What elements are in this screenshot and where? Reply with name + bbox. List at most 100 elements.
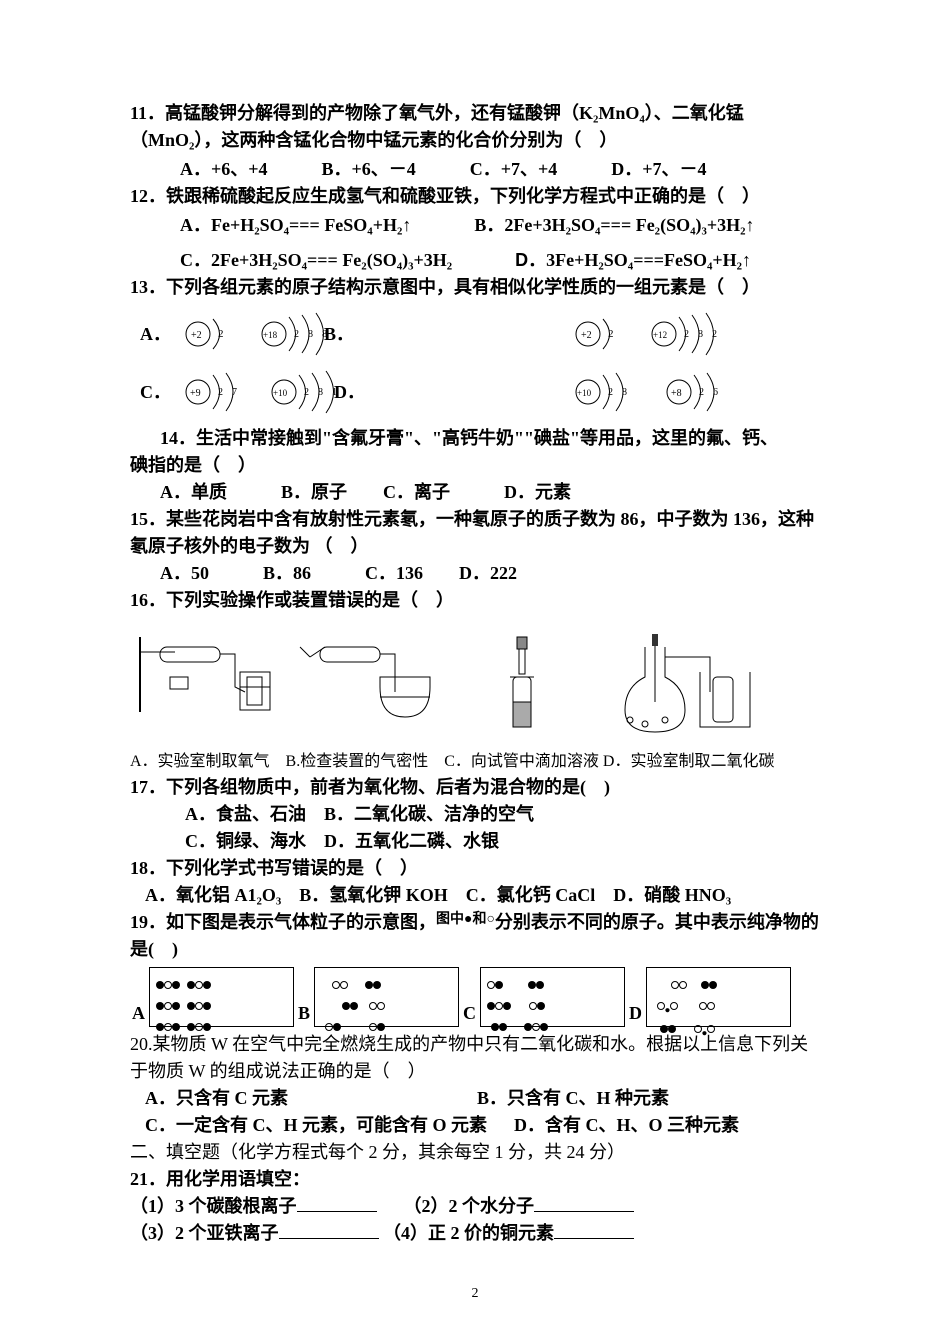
q18-stem: 18．下列化学式书写错误的是（ ） (130, 855, 825, 882)
exp-img-c (450, 622, 610, 742)
q21-2b: （4）正 2 价的铜元素 (383, 1223, 554, 1243)
q13-stem: 13．下列各组元素的原子结构示意图中，具有相似化学性质的一组元素是（ ） (130, 274, 825, 301)
lab-dropper-icon (455, 632, 605, 742)
q11-options: A．+6、+4 B．+6、－4 C．+7、+4 D．+7、－4 (130, 156, 825, 183)
svg-text:2: 2 (294, 329, 299, 340)
q17-ab: A．食盐、石油 B．二氧化碳、洁净的空气 (130, 801, 825, 828)
q16-stem: 16．下列实验操作或装置错误的是（ ） (130, 587, 825, 614)
exp-img-d (610, 622, 770, 742)
svg-text:2: 2 (699, 387, 704, 398)
q21-1a: （1）3 个碳酸根离子 (130, 1196, 297, 1216)
atom-2-icon: +2 2 (568, 309, 628, 359)
q19-ld: D (629, 1000, 642, 1027)
svg-text:2: 2 (218, 328, 224, 340)
q16-caps: A．实验室制取氧气 B.检查装置的气密性 C．向试管中滴加溶液 D．实验室制取二… (130, 750, 825, 774)
q13-label-b: B． (324, 321, 354, 348)
q13-row-ab: A． +22 +18288 B． +22 +12282 (130, 309, 825, 359)
q13-label-d: D． (334, 379, 365, 406)
lab-co2-icon (615, 632, 765, 742)
q14-stem2: 碘指的是（ ） (130, 452, 825, 479)
svg-text:7: 7 (232, 387, 237, 398)
fill-blank[interactable] (297, 1194, 377, 1212)
q12-b: B．2Fe+3H₂SO₄=== Fe₂(SO₄)₃+3H₂↑ (474, 215, 754, 235)
q19-stem1: 19．如下图是表示气体粒子的示意图， (130, 912, 436, 932)
q15-opts: A．50 B．86 C．136 D．222 (130, 560, 825, 587)
q19-lc: C (463, 1000, 476, 1027)
q21-stem: 21．用化学用语填空： (130, 1166, 825, 1193)
atom-2-2-icon: +2 2 (178, 309, 238, 359)
svg-text:2: 2 (712, 329, 717, 340)
q20-d: D．含有 C、H、O 三种元素 (514, 1115, 739, 1135)
q19-stem2: 图中●和○ (436, 912, 495, 927)
exp-img-b (290, 622, 450, 742)
svg-text:2: 2 (608, 387, 613, 398)
q20-row2: C．一定含有 C、H 元素，可能含有 O 元素 D．含有 C、H、O 三种元素 (130, 1112, 825, 1139)
q12-d-label: D． (515, 250, 546, 270)
q16-images (130, 622, 825, 742)
svg-text:8: 8 (308, 329, 313, 340)
svg-text:6: 6 (713, 387, 718, 398)
q11-stem: 11．高锰酸钾分解得到的产物除了氧气外，还有锰酸钾（K₂MnO₄）、二氧化锰（M… (130, 103, 744, 150)
q12-stem: 12．铁跟稀硫酸起反应生成氢气和硫酸亚铁，下列化学方程式中正确的是（ ） (130, 183, 825, 210)
atom-12-icon: +12 282 (644, 309, 734, 359)
q12-d: 3Fe+H₂SO₄===FeSO₄+H₂↑ (546, 250, 751, 270)
svg-text:+2: +2 (191, 330, 202, 341)
q20-b: B．只含有 C、H 种元素 (477, 1088, 669, 1108)
svg-text:+8: +8 (671, 388, 682, 399)
lab-oxygen-icon (135, 632, 285, 742)
svg-text:8: 8 (622, 387, 627, 398)
q12-row2: C．2Fe+3H₂SO₄=== Fe₂(SO₄)₃+3H₂ D．3Fe+H₂SO… (130, 247, 825, 274)
page-number: 2 (472, 1283, 479, 1304)
q13-label-c: C． (140, 379, 170, 406)
q20-c: C．一定含有 C、H 元素，可能含有 O 元素 (145, 1115, 487, 1135)
fill-blank[interactable] (534, 1194, 634, 1212)
q19-boxes: A B C D ● ● (130, 967, 825, 1027)
gas-box-c (480, 967, 625, 1027)
q20-stem: 20.某物质 W 在空气中完全燃烧生成的产物中只有二氧化碳和水。根据以上信息下列… (130, 1031, 825, 1085)
fill-blank[interactable] (279, 1221, 379, 1239)
q13-label-a: A． (140, 321, 170, 348)
q12-a: A．Fe+H₂SO₄=== FeSO₄+H₂↑ (180, 215, 411, 235)
atom-8-icon: +8 26 (659, 367, 734, 417)
q11: 11．高锰酸钾分解得到的产物除了氧气外，还有锰酸钾（K₂MnO₄）、二氧化锰（M… (130, 100, 825, 154)
q18-opts: A．氧化铝 A1₂O₃ B．氢氧化钾 KOH C．氯化钙 CaCl D．硝酸 H… (130, 882, 825, 909)
q19-lb: B (298, 1000, 310, 1027)
svg-text:2: 2 (608, 328, 614, 340)
q17-cd: C．铜绿、海水 D．五氧化二磷、水银 (130, 828, 825, 855)
svg-text:8: 8 (318, 387, 323, 398)
svg-text:+18: +18 (263, 330, 278, 340)
q14-stem1: 14．生活中常接触到"含氟牙膏"、"高钙牛奶""碘盐"等用品，这里的氟、钙、 (130, 425, 825, 452)
gas-box-b (314, 967, 459, 1027)
q20-row1: A．只含有 C 元素 B．只含有 C、H 种元素 (130, 1085, 825, 1112)
svg-text:+9: +9 (190, 388, 201, 399)
gas-box-a (149, 967, 294, 1027)
q21-row1: （1）3 个碳酸根离子 （2）2 个水分子 (130, 1193, 825, 1220)
q21-row2: （3）2 个亚铁离子 （4）正 2 价的铜元素 (130, 1220, 825, 1247)
q13-row-cd: C． +927 +10281 D． +1028 +826 (130, 367, 825, 417)
svg-text:8: 8 (698, 329, 703, 340)
svg-text:2: 2 (218, 387, 223, 398)
q21-1b: （2）2 个水分子 (404, 1196, 535, 1216)
q14-opts: A．单质 B．原子 C．离子 D．元素 (130, 479, 825, 506)
exp-img-a (130, 622, 290, 742)
svg-text:+10: +10 (577, 388, 592, 398)
svg-text:+12: +12 (653, 330, 667, 340)
atom-10b-icon: +10 28 (568, 367, 643, 417)
q17-stem: 17．下列各组物质中，前者为氧化物、后者为混合物的是( ) (130, 774, 825, 801)
svg-text:2: 2 (304, 387, 309, 398)
fill-blank[interactable] (554, 1221, 634, 1239)
q21-2a: （3）2 个亚铁离子 (130, 1223, 279, 1243)
q19-la: A (132, 1000, 145, 1027)
gas-box-d: ● ● (646, 967, 791, 1027)
atom-9-icon: +9 27 (178, 367, 248, 417)
q12-row1: A．Fe+H₂SO₄=== FeSO₄+H₂↑ B．2Fe+3H₂SO₄=== … (130, 212, 825, 239)
q19-stem: 19．如下图是表示气体粒子的示意图，图中●和○分别表示不同的原子。其中表示纯净物… (130, 909, 825, 963)
q20-a: A．只含有 C 元素 (145, 1088, 288, 1108)
q12-c: C．2Fe+3H₂SO₄=== Fe₂(SO₄)₃+3H₂ (180, 250, 452, 270)
svg-text:+2: +2 (581, 330, 592, 341)
svg-text:2: 2 (684, 329, 689, 340)
q15-stem: 15．某些花岗岩中含有放射性元素氡，一种氡原子的质子数为 86，中子数为 136… (130, 506, 825, 560)
lab-airtight-icon (295, 632, 445, 742)
svg-text:+10: +10 (273, 388, 288, 398)
section2-title: 二、填空题（化学方程式每个 2 分，其余每空 1 分，共 24 分） (130, 1139, 825, 1166)
